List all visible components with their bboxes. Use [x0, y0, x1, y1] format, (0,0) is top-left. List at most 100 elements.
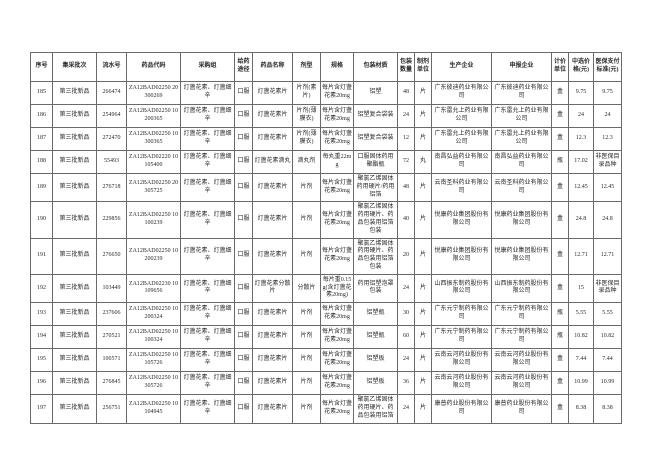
- column-header: 计价单位: [551, 52, 569, 82]
- table-cell: 24.8: [593, 201, 622, 239]
- table-cell: 229856: [96, 201, 127, 239]
- table-cell: 灯盏花素滴丸: [252, 150, 293, 174]
- table-cell: 12: [397, 127, 415, 151]
- table-cell: 口服固体药用聚酯瓶: [353, 150, 398, 174]
- table-cell: 185: [30, 81, 53, 105]
- table-cell: 186: [30, 104, 53, 128]
- table-cell: 盒: [551, 371, 569, 396]
- table-cell: 24.8: [568, 201, 594, 239]
- table-cell: 南昌弘益药业有限公司: [491, 150, 552, 174]
- table-cell: 片剂: [292, 302, 321, 327]
- table-cell: 灯盏花素分散片: [252, 273, 293, 304]
- table-cell: 10.82: [568, 325, 594, 350]
- column-header: 给药途径: [234, 52, 253, 82]
- table-cell: 9.75: [593, 81, 622, 105]
- column-header: 流水号: [96, 52, 127, 82]
- table-cell: 片剂: [292, 237, 321, 275]
- table-cell: 灯盏花素、灯盏细辛: [180, 371, 235, 396]
- table-cell: 12.71: [568, 237, 594, 275]
- table-cell: 30: [397, 302, 415, 327]
- table-cell: 每片含灯盏花素20mg: [320, 325, 354, 350]
- table-cell: 灯盏花素片: [252, 201, 293, 239]
- table-cell: 聚氯乙烯固体药用硬片、药品包装用铝箔: [353, 394, 398, 424]
- column-header: 采购组: [180, 52, 235, 82]
- table-cell: 口服: [234, 201, 253, 239]
- table-cell: 瓶: [551, 302, 569, 327]
- table-cell: 广东元宁制药有限公司: [491, 302, 552, 327]
- table-cell: 190: [30, 201, 53, 239]
- table-cell: 第三批新品: [52, 237, 97, 275]
- table-cell: 灯盏花素、灯盏细辛: [180, 201, 235, 239]
- table-row: 191 第三批新品 276650 ZA12BAD02250 10200239 灯盏花素、…: [30, 237, 622, 275]
- table-cell: 每片含灯盏花素20mg: [320, 172, 354, 203]
- table-cell: 口服: [234, 150, 253, 174]
- table-cell: 片剂(薄膜衣): [292, 104, 321, 128]
- column-header: 中选价格(元): [568, 52, 594, 82]
- table-row: 193 第三批新品 237606 ZA12BAD02250 10200324 灯盏花素、…: [30, 302, 622, 327]
- table-cell: 片: [414, 201, 432, 239]
- table-cell: 铝塑复合袋装: [353, 104, 398, 128]
- table-cell: 南昌弘益药业有限公司: [431, 150, 492, 174]
- table-cell: 片剂: [292, 325, 321, 350]
- table-cell: 盒: [551, 81, 569, 105]
- table-cell: 口服: [234, 325, 253, 350]
- table-cell: 铝塑板: [353, 371, 398, 396]
- table-cell: 口服: [234, 127, 253, 151]
- table-cell: 盒: [551, 273, 569, 304]
- table-cell: 口服: [234, 172, 253, 203]
- table-cell: 云南圣科药业有限公司: [491, 172, 552, 203]
- table-cell: 191: [30, 237, 53, 275]
- table-cell: ZA12BAD02250 10300365: [126, 127, 181, 151]
- table-cell: 广东雷允上药业有限公司: [431, 104, 492, 128]
- table-cell: ZA12BAD02250 10200324: [126, 302, 181, 327]
- table-row: 189 第三批新品 276718 ZA12BAD02250 20305725 灯盏花素、…: [30, 172, 622, 203]
- table-cell: 片剂(素片): [292, 81, 321, 105]
- table-cell: 24: [397, 394, 415, 424]
- table-cell: 灯盏花素片: [252, 127, 293, 151]
- table-cell: 第三批新品: [52, 302, 97, 327]
- table-cell: 铝塑瓶: [353, 325, 398, 350]
- table-cell: 48: [397, 172, 415, 203]
- table-cell: 每片含灯盏花素20mg: [320, 201, 354, 239]
- table-cell: 每片含灯盏花素20mg: [320, 237, 354, 275]
- table-cell: 灯盏花素片: [252, 237, 293, 275]
- table-row: 185 第三批新品 266474 ZA12BAD02250 20300269 灯盏花素、…: [30, 81, 622, 105]
- table-cell: 灯盏花素片: [252, 81, 293, 105]
- table-cell: 广东雷允上药业有限公司: [491, 104, 552, 128]
- table-cell: 256751: [96, 394, 127, 424]
- table-cell: 24: [397, 273, 415, 304]
- table-cell: 每片含灯盏花素20mg: [320, 302, 354, 327]
- table-cell: 276650: [96, 237, 127, 275]
- table-cell: 山西振东制药股份有限公司: [491, 273, 552, 304]
- table-cell: 灯盏花素、灯盏细辛: [180, 325, 235, 350]
- table-cell: 口服: [234, 348, 253, 373]
- table-cell: 187: [30, 127, 53, 151]
- table-row: 195 第三批新品 100571 ZA12BAD02250 10105726 灯盏花素、…: [30, 348, 622, 373]
- drug-procurement-table: 序号 集采批次 流水号 药品代码 采购组 给药途径 药品名称 剂型 规格 包装材质 包装数量 制剂单位…: [30, 52, 622, 424]
- table-cell: 片: [414, 273, 432, 304]
- table-cell: 分散片: [292, 273, 321, 304]
- table-cell: 瓶: [551, 325, 569, 350]
- table-row: 196 第三批新品 276845 ZA12BAD02250 10305726 灯盏花素、…: [30, 371, 622, 396]
- table-cell: 口服: [234, 273, 253, 304]
- table-cell: 片: [414, 394, 432, 424]
- table-cell: 第三批新品: [52, 371, 97, 396]
- table-cell: 悦康药业集团股份有限公司: [431, 201, 492, 239]
- table-cell: 盒: [551, 348, 569, 373]
- table-cell: 灯盏花素、灯盏细辛: [180, 81, 235, 105]
- column-header: 制剂单位: [414, 52, 432, 82]
- table-cell: 8.38: [568, 394, 594, 424]
- table-cell: 276845: [96, 371, 127, 396]
- table-cell: 276718: [96, 172, 127, 203]
- table-cell: 铝塑: [353, 81, 398, 105]
- column-header: 生产企业: [431, 52, 492, 82]
- table-cell: 15: [568, 273, 594, 304]
- table-cell: 灯盏花素、灯盏细辛: [180, 273, 235, 304]
- table-cell: 36: [397, 371, 415, 396]
- table-cell: 7.44: [568, 348, 594, 373]
- table-cell: 每片含灯盏花素20mg: [320, 81, 354, 105]
- table-cell: 口服: [234, 371, 253, 396]
- table-cell: 每片含灯盏花素20mg: [320, 127, 354, 151]
- table-cell: 片: [414, 371, 432, 396]
